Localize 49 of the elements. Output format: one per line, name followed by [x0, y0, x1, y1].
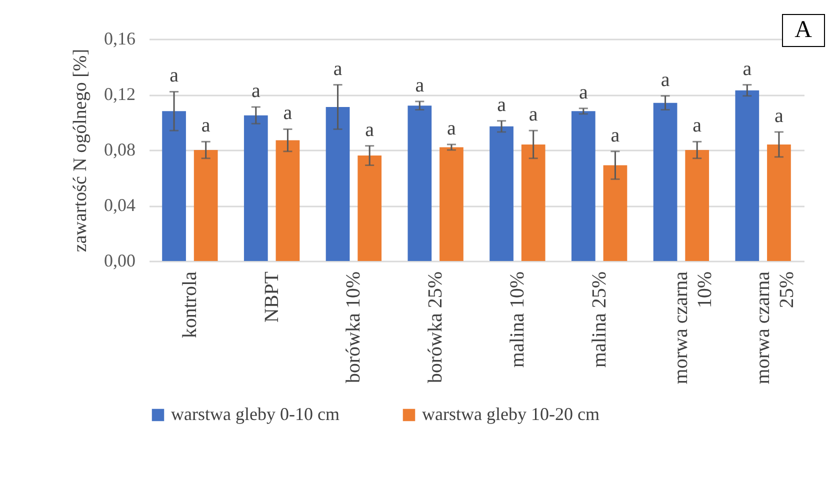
y-tick-label: 0,16	[104, 28, 136, 48]
annotation: a	[201, 114, 210, 137]
y-tick-label: 0,12	[104, 84, 136, 104]
annotation: a	[660, 68, 670, 91]
x-tick-label: NBPT	[260, 272, 283, 323]
x-tick-label: kontrola	[178, 271, 201, 338]
bar	[358, 156, 382, 261]
bar	[521, 144, 546, 261]
annotation: a	[365, 118, 374, 141]
x-tick-label: morwa czarna 25%	[752, 271, 798, 384]
y-tick-label: 0,04	[104, 195, 136, 215]
bar	[490, 126, 514, 261]
annotation: a	[415, 74, 424, 96]
annotation: a	[283, 102, 292, 124]
bar	[571, 111, 596, 261]
annotation: a	[742, 58, 752, 80]
x-tick-label: malina 10%	[506, 272, 528, 368]
annotation: a	[333, 58, 342, 80]
x-tick-label: borówka 25%	[424, 272, 447, 384]
bar	[408, 106, 432, 261]
annotation: a	[528, 104, 538, 126]
annotation: a	[251, 80, 260, 102]
bar	[685, 150, 710, 261]
bar	[276, 140, 300, 261]
bar	[440, 147, 464, 261]
y-tick-label: 0,00	[104, 250, 136, 270]
legend-label: warstwa gleby 0-10 cm	[171, 404, 340, 424]
x-tick-label: malina 25%	[588, 272, 610, 368]
annotation: a	[170, 64, 179, 87]
bar	[326, 106, 350, 261]
bar	[767, 144, 791, 261]
bar	[244, 115, 268, 261]
annotation: a	[447, 117, 456, 140]
bar	[653, 102, 678, 261]
x-tick-label: morwa czarna 10%	[670, 271, 716, 384]
bar	[735, 90, 760, 261]
x-tick-label: borówka 10%	[342, 272, 365, 384]
bar	[603, 165, 628, 261]
legend-label: warstwa gleby 10-20 cm	[422, 404, 600, 424]
annotation: a	[578, 81, 588, 104]
annotation: a	[774, 104, 784, 127]
annotation: A	[782, 14, 825, 47]
y-axis-title: zawartość N ogólnego [%]	[70, 48, 91, 252]
annotation: a	[692, 114, 702, 137]
bar	[194, 150, 218, 261]
bar	[162, 111, 186, 261]
annotation: a	[610, 124, 620, 146]
y-tick-label: 0,08	[104, 140, 136, 160]
annotation: a	[497, 94, 506, 116]
